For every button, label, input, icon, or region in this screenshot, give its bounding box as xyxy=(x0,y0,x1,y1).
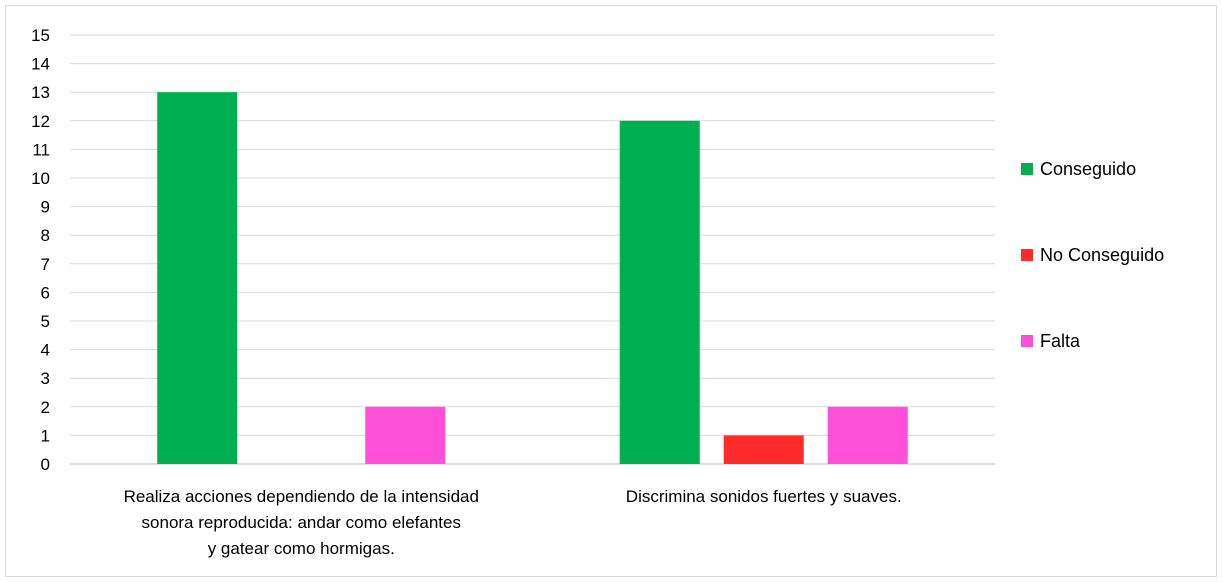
y-tick-label: 9 xyxy=(41,198,50,217)
y-tick-label: 12 xyxy=(31,112,50,131)
legend-swatch xyxy=(1021,249,1033,261)
y-tick-label: 7 xyxy=(41,255,50,274)
y-tick-label: 14 xyxy=(31,55,50,74)
bar-conseguido xyxy=(157,92,238,464)
y-tick-label: 0 xyxy=(41,455,50,474)
y-tick-label: 5 xyxy=(41,312,50,331)
y-tick-label: 10 xyxy=(31,169,50,188)
bar-no-conseguido xyxy=(723,435,804,464)
y-tick-label: 11 xyxy=(32,140,50,159)
y-tick-label: 3 xyxy=(41,369,50,388)
legend-label: No Conseguido xyxy=(1040,245,1164,265)
bar-falta xyxy=(365,406,446,464)
legend: Conseguido No Conseguido Falta xyxy=(1021,159,1164,351)
bar-conseguido xyxy=(619,120,700,465)
x-category-label: Discrimina sonidos fuertes y suaves. xyxy=(626,487,902,506)
legend-swatch xyxy=(1021,335,1033,347)
legend-label: Falta xyxy=(1040,331,1081,351)
y-tick-label: 6 xyxy=(41,283,50,302)
x-axis-labels: Realiza acciones dependiendo de la inten… xyxy=(124,487,902,558)
legend-swatch xyxy=(1021,163,1033,175)
x-category-label: Realiza acciones dependiendo de la inten… xyxy=(124,487,479,558)
y-tick-label: 8 xyxy=(41,226,50,245)
y-tick-label: 4 xyxy=(41,341,50,360)
bars xyxy=(157,92,908,465)
bar-falta xyxy=(827,406,908,464)
y-tick-label: 1 xyxy=(41,426,50,445)
y-tick-label: 13 xyxy=(31,83,50,102)
y-tick-label: 15 xyxy=(31,26,50,45)
y-tick-label: 2 xyxy=(41,398,50,417)
legend-label: Conseguido xyxy=(1040,159,1136,179)
